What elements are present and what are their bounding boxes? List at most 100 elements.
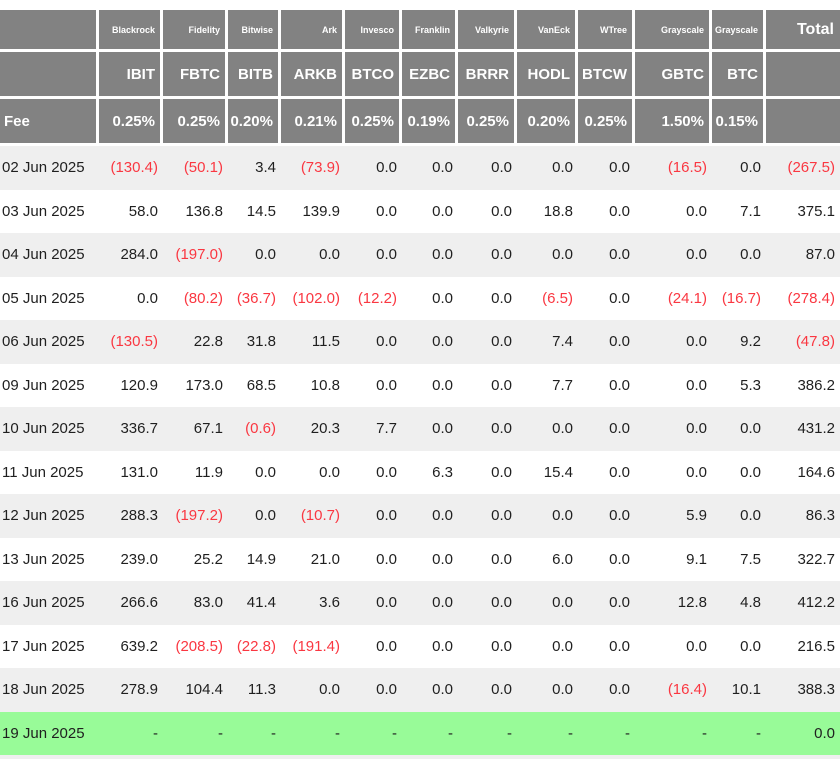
flow-cell: 0.0: [345, 668, 402, 712]
flow-cell: 0.0: [99, 276, 163, 320]
flow-cell: 0.0: [635, 363, 712, 407]
flow-cell: 9.1: [635, 537, 712, 581]
flow-cell: 0.0: [458, 407, 517, 451]
flow-cell: 22.8: [163, 320, 228, 364]
issuer-header-cell: Blackrock: [99, 10, 163, 52]
fee-header-cell: 0.25%: [99, 99, 163, 146]
flow-cell: 0.0: [458, 668, 517, 712]
flow-cell: 0.0: [517, 581, 578, 625]
flow-cell: 131.0: [99, 450, 163, 494]
total-cell: 386.2: [766, 363, 840, 407]
table-row: 03 Jun 2025 58.0 136.8 14.5 139.9 0.0 0.0 0.0 18…: [0, 189, 840, 233]
flow-cell: -: [163, 711, 228, 755]
flow-cell: 31.8: [228, 320, 281, 364]
total-cell: (47.8): [766, 320, 840, 364]
flow-cell: (22.8): [228, 624, 281, 668]
flow-cell: 0.0: [635, 320, 712, 364]
date-cell: 11 Jun 2025: [0, 450, 99, 494]
flow-cell: -: [345, 711, 402, 755]
flow-cell: 0.0: [712, 146, 766, 190]
flow-cell: 0.0: [402, 624, 458, 668]
flow-cell: 11.9: [163, 450, 228, 494]
fee-header-cell: 0.20%: [228, 99, 281, 146]
ticker-header-cell: HODL: [517, 52, 578, 99]
flow-cell: 0.0: [517, 668, 578, 712]
flow-cell: 0.0: [578, 189, 635, 233]
flow-cell: 266.6: [99, 581, 163, 625]
date-cell: 13 Jun 2025: [0, 537, 99, 581]
flow-cell: 18.8: [517, 189, 578, 233]
flow-cell: 0.0: [281, 233, 345, 277]
flow-cell: 0.0: [578, 581, 635, 625]
flow-cell: 0.0: [402, 363, 458, 407]
table-row: 19 Jun 2025- - - - - - - - - - -0.0: [0, 711, 840, 755]
flow-cell: -: [712, 711, 766, 755]
flow-cell: 11.5: [281, 320, 345, 364]
ticker-header-cell: GBTC: [635, 52, 712, 99]
flow-cell: 0.0: [578, 363, 635, 407]
flow-cell: 173.0: [163, 363, 228, 407]
total-cell: 322.7: [766, 537, 840, 581]
flow-cell: 639.2: [99, 624, 163, 668]
ticker-header-cell: BRRR: [458, 52, 517, 99]
table-row: 12 Jun 2025 288.3 (197.2) 0.0 (10.7) 0.0 0.0 0.…: [0, 494, 840, 538]
issuer-header-cell: Fidelity: [163, 10, 228, 52]
total-cell: (267.5): [766, 146, 840, 190]
date-cell: 10 Jun 2025: [0, 407, 99, 451]
flow-cell: (80.2): [163, 276, 228, 320]
flow-cell: 136.8: [163, 189, 228, 233]
blank-header-cell: [0, 52, 99, 99]
date-cell: 17 Jun 2025: [0, 624, 99, 668]
flow-cell: 0.0: [578, 668, 635, 712]
flow-cell: 0.0: [402, 494, 458, 538]
flow-cell: 0.0: [345, 450, 402, 494]
flow-cell: (24.1): [635, 276, 712, 320]
flow-cell: 0.0: [402, 581, 458, 625]
flow-cell: (197.2): [163, 494, 228, 538]
table-row: 10 Jun 2025 336.7 67.1 (0.6) 20.3 7.7 0.0 0.0 0.…: [0, 407, 840, 451]
flow-cell: (16.4): [635, 668, 712, 712]
table-row: 04 Jun 2025 284.0 (197.0) 0.0 0.0 0.0 0.0 0.0 0.…: [0, 233, 840, 277]
flow-cell: 0.0: [402, 537, 458, 581]
flow-cell: -: [458, 711, 517, 755]
issuer-header-cell: Valkyrie: [458, 10, 517, 52]
flow-cell: 0.0: [345, 624, 402, 668]
ticker-header-cell: BITB: [228, 52, 281, 99]
flow-cell: 7.4: [517, 320, 578, 364]
table-row: 06 Jun 2025 (130.5) 22.8 31.8 11.5 0.0 0.0 0.0 7…: [0, 320, 840, 364]
flow-cell: 15.4: [517, 450, 578, 494]
date-cell: 05 Jun 2025: [0, 276, 99, 320]
flow-cell: (73.9): [281, 146, 345, 190]
flow-cell: (191.4): [281, 624, 345, 668]
ticker-header-cell: IBIT: [99, 52, 163, 99]
flow-cell: -: [402, 711, 458, 755]
flow-cell: -: [281, 711, 345, 755]
flow-cell: 5.9: [635, 494, 712, 538]
flow-cell: 0.0: [345, 146, 402, 190]
flow-cell: 104.4: [163, 668, 228, 712]
blank-header-cell: [766, 99, 840, 146]
flow-cell: 9.2: [712, 320, 766, 364]
flow-cell: 5.3: [712, 363, 766, 407]
flow-cell: -: [228, 711, 281, 755]
ticker-header-cell: BTCW: [578, 52, 635, 99]
issuer-header-cell: Bitwise: [228, 10, 281, 52]
issuer-header-cell: Invesco: [345, 10, 402, 52]
flow-cell: (208.5): [163, 624, 228, 668]
flow-cell: (130.5): [99, 320, 163, 364]
total-header: Total: [766, 10, 840, 52]
flow-cell: 0.0: [635, 624, 712, 668]
flow-cell: (197.0): [163, 233, 228, 277]
flow-cell: 0.0: [635, 407, 712, 451]
flow-cell: 0.0: [517, 624, 578, 668]
total-cell: 86.3: [766, 494, 840, 538]
flow-cell: 7.7: [517, 363, 578, 407]
flow-cell: 0.0: [228, 233, 281, 277]
flow-cell: (36.7): [228, 276, 281, 320]
flow-cell: (16.5): [635, 146, 712, 190]
flow-cell: 4.8: [712, 581, 766, 625]
blank-header-cell: [766, 52, 840, 99]
issuer-header-cell: WTree: [578, 10, 635, 52]
flow-cell: 6.0: [517, 537, 578, 581]
table-row: 18 Jun 2025 278.9 104.4 11.3 0.0 0.0 0.0 0.0 0.0…: [0, 668, 840, 712]
